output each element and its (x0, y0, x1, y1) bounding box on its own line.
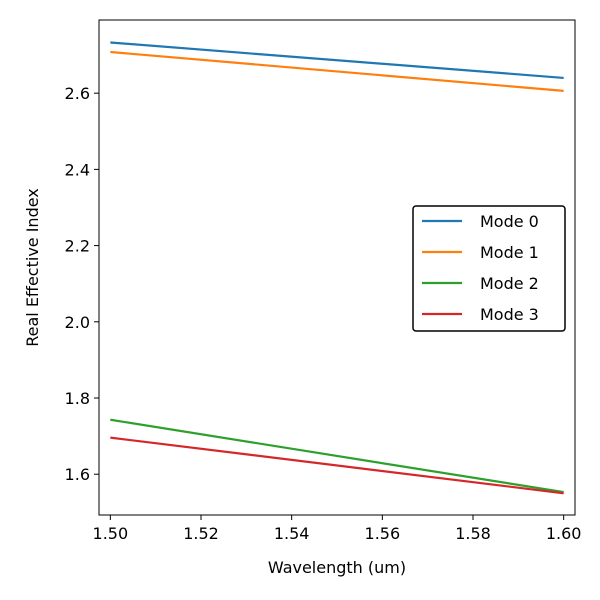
legend-label-mode-3: Mode 3 (480, 305, 539, 324)
legend-label-mode-0: Mode 0 (480, 212, 539, 231)
legend-frame (412, 205, 566, 332)
y-tick-label: 2.4 (65, 160, 90, 179)
series-line-mode-0 (110, 41, 564, 80)
y-tick-label: 2.6 (65, 84, 90, 103)
x-axis-label: Wavelength (um) (268, 558, 406, 577)
y-axis: 1.6 1.8 2.0 2.2 2.4 2.6 (65, 84, 99, 484)
y-tick-label: 2.0 (65, 313, 90, 332)
x-tick-label: 1.50 (93, 524, 129, 543)
legend: Mode 0 Mode 1 Mode 2 Mode 3 (412, 205, 566, 332)
x-axis: 1.50 1.52 1.54 1.56 1.58 1.60 (93, 515, 582, 543)
legend-label-mode-2: Mode 2 (480, 274, 539, 293)
y-tick-label: 1.6 (65, 465, 90, 484)
y-axis-label: Real Effective Index (23, 188, 42, 347)
legend-label-mode-1: Mode 1 (480, 243, 539, 262)
series-line-mode-2 (110, 418, 564, 494)
plot-lines (110, 41, 564, 495)
x-tick-label: 1.58 (455, 524, 491, 543)
x-tick-label: 1.54 (274, 524, 310, 543)
x-tick-label: 1.60 (546, 524, 582, 543)
series-line-mode-1 (110, 50, 564, 92)
x-tick-label: 1.52 (183, 524, 219, 543)
plot-frame (98, 19, 576, 516)
y-tick-label: 2.2 (65, 237, 90, 256)
y-tick-label: 1.8 (65, 389, 90, 408)
series-line-mode-3 (110, 436, 564, 495)
x-tick-label: 1.56 (365, 524, 401, 543)
